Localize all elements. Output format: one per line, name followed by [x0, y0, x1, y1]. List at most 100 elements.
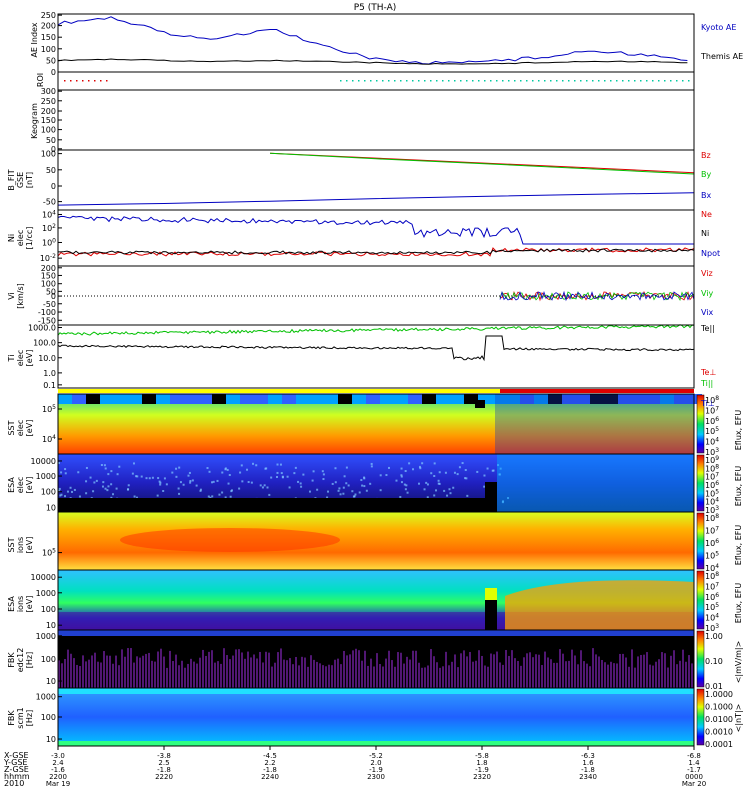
fbk-edc-column — [484, 665, 486, 688]
ti-ylabel: Ti elec [eV] — [7, 350, 34, 367]
fbk-edc-column — [520, 665, 522, 688]
esa_i-cbar-tick: 104 — [705, 612, 719, 623]
fbk-edc-column — [514, 658, 516, 688]
esa-elec-speckle — [206, 467, 209, 470]
esa-elec-speckle — [110, 496, 113, 499]
sst-elec-top-band — [58, 394, 72, 404]
fbk-edc-column — [289, 658, 291, 688]
fbk-edc-column — [535, 654, 537, 688]
esa-elec-speckle — [483, 474, 486, 477]
fbk-edc-column — [370, 658, 372, 688]
vi-ylabel: Vi [km/s] — [7, 283, 25, 309]
roi-dot-cyan — [388, 80, 390, 82]
esa-elec-speckle — [327, 490, 330, 493]
fbk-edc-column — [655, 661, 657, 688]
sst-elec-top-band — [338, 394, 352, 404]
roi-dot-cyan — [658, 80, 660, 82]
fbk-edc-column — [349, 654, 351, 688]
esa-elec-speckle — [363, 485, 366, 488]
fbk-edc-column — [502, 664, 504, 688]
esa-elec-speckle — [175, 467, 178, 470]
esa-elec-speckle — [433, 474, 436, 477]
sst_e-cbar-tick: 107 — [705, 405, 719, 416]
esa_i-cbar-tick: 105 — [705, 602, 719, 613]
fbk-edc-column — [328, 664, 330, 688]
roi-dot-cyan — [562, 80, 564, 82]
esa_e-ytick-label: 1000 — [36, 472, 56, 481]
roi-dot-cyan — [556, 80, 558, 82]
legend-vix: Vix — [701, 308, 714, 317]
xaxis-x-label: -3.8 — [157, 752, 171, 760]
sst-elec-top-band — [436, 394, 450, 404]
esa-elec-speckle — [199, 489, 202, 492]
roi-dot-cyan — [604, 80, 606, 82]
keo-ytick-label: 250 — [41, 97, 56, 106]
esa-elec-speckle — [338, 487, 341, 490]
sst-elec-top-band — [492, 394, 506, 404]
keo-ytick-label: 100 — [41, 126, 56, 135]
esa-elec-speckle — [188, 471, 191, 474]
fbk-edc-column — [652, 665, 654, 688]
esa-elec-speckle — [100, 464, 103, 467]
fbk-edc-column — [616, 663, 618, 688]
cbar-fbk-scm-title: <|nT|> — [734, 704, 743, 733]
fbk-edc-column — [448, 665, 450, 688]
sst_i-ytick-label: 105 — [42, 547, 56, 558]
fbk-edc-column — [454, 654, 456, 688]
esa-ions-gap-top — [485, 588, 497, 600]
fbk-edc-column — [505, 649, 507, 688]
esa-elec-speckle — [331, 482, 334, 485]
roi-dot-cyan — [358, 80, 360, 82]
sst-elec-top-band — [156, 394, 170, 404]
sst_i-cbar-tick: 104 — [705, 563, 719, 574]
sst_e-cbar-tick: 108 — [705, 395, 719, 406]
sst-elec-top-band — [142, 394, 156, 404]
xaxis-z-label: -1.8 — [263, 766, 277, 774]
fbk-edc-column — [646, 652, 648, 688]
roi-dot-cyan — [370, 80, 372, 82]
svg-text:[eV]: [eV] — [25, 420, 34, 437]
xaxis-hhmm-label: 2320 — [473, 773, 491, 781]
fbk-edc-column — [205, 655, 207, 688]
fbk-edc-column — [379, 664, 381, 688]
fbk-edc-column — [634, 667, 636, 688]
fbk-edc-column — [544, 651, 546, 688]
cbar-sst-elec-title: Eflux, EFU — [734, 410, 743, 451]
fbk-edc-column — [355, 648, 357, 688]
fbk-edc-column — [184, 667, 186, 688]
fbk-edc-column — [607, 664, 609, 688]
keo-ytick-label: 200 — [41, 107, 56, 116]
sst-ions-hot-region — [120, 528, 340, 552]
esa-elec-speckle — [326, 496, 329, 499]
fbk-edc-column — [286, 660, 288, 688]
ni-ytick-label: 102 — [42, 222, 56, 233]
esa-elec-speckle — [85, 480, 88, 483]
legend-tiperp: Ti⊥ — [700, 399, 715, 408]
fbk-edc-column — [292, 664, 294, 688]
fbk-edc-column — [172, 660, 174, 688]
roi-dot-cyan — [622, 80, 624, 82]
roi-dot-cyan — [496, 80, 498, 82]
fbk-edc-column — [298, 665, 300, 688]
roi-dot-red — [88, 80, 90, 82]
cbar-esa-elec-title: Eflux, EFU — [734, 466, 743, 507]
fbk-edc-column — [601, 659, 603, 688]
fbk-edc-column — [118, 665, 120, 688]
esa-elec-speckle — [449, 492, 452, 495]
esa-elec-speckle — [252, 462, 255, 465]
esa-elec-speckle — [95, 479, 98, 482]
roi-dot-cyan — [676, 80, 678, 82]
esa-elec-speckle — [461, 462, 464, 465]
fbk-edc-column — [142, 655, 144, 688]
xaxis-row-year: 2010 — [4, 779, 24, 788]
esa-elec-speckle — [334, 467, 337, 470]
fbk-edc-column — [250, 657, 252, 688]
xaxis-z-label: -1.6 — [51, 766, 65, 774]
fbk-edc-column — [406, 656, 408, 688]
svg-text:ions: ions — [16, 596, 25, 612]
fbk-edc-column — [562, 653, 564, 688]
esa-elec-speckle — [259, 484, 262, 487]
esa_e-cbar-tick: 107 — [705, 471, 719, 482]
esa-elec-speckle — [412, 468, 415, 471]
